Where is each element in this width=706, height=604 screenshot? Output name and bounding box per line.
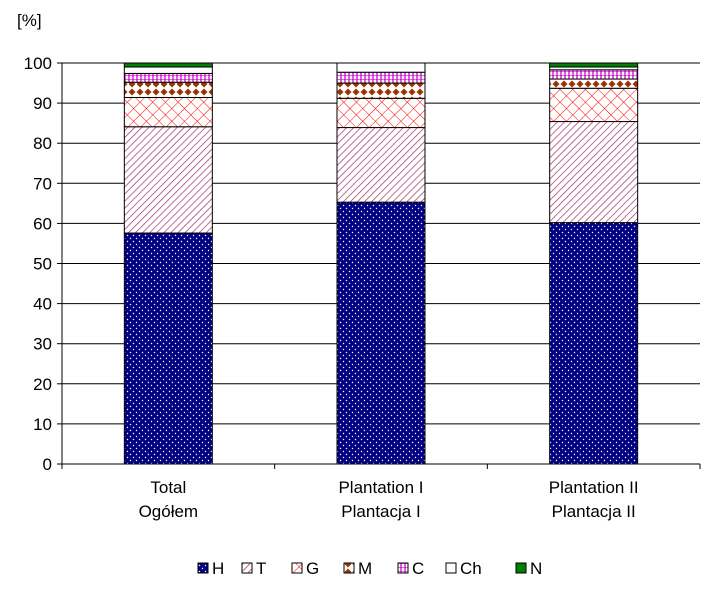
legend-swatch-c (397, 562, 409, 574)
y-tick-label: 90 (33, 94, 52, 113)
legend: H T G M C Ch N (197, 559, 542, 578)
legend-swatch-g (291, 562, 303, 574)
bar-segment-h-1 (123, 232, 213, 465)
bar-segment-c-2 (336, 71, 426, 84)
bar-segment-t-3 (549, 121, 639, 224)
bar-segment-m-2 (336, 82, 426, 99)
bar-segment-t-1 (123, 126, 213, 234)
y-tick-label: 30 (33, 335, 52, 354)
y-tick-label: 0 (43, 455, 52, 474)
legend-swatch-ch (445, 562, 457, 574)
bar-segment-c-1 (123, 72, 213, 83)
legend-label-n: N (530, 559, 542, 578)
bar-segment-g-2 (336, 97, 426, 129)
y-unit-label: [%] (17, 11, 42, 30)
legend-swatch-t (241, 562, 253, 574)
bars (123, 62, 639, 465)
bar-segment-ch-2 (336, 62, 426, 73)
bar-segment-m-1 (123, 81, 213, 98)
x-category-label: Ogółem (139, 502, 199, 521)
legend-swatch-h (197, 562, 209, 574)
legend-swatch-m (343, 562, 355, 574)
legend-swatch-n (515, 562, 527, 574)
legend-label-g: G (306, 559, 319, 578)
axes (57, 62, 701, 469)
y-tick-label: 60 (33, 214, 52, 233)
y-tick-label: 50 (33, 255, 52, 274)
y-tick-label: 20 (33, 375, 52, 394)
x-category-label: Plantation I (338, 478, 423, 497)
legend-label-m: M (358, 559, 372, 578)
y-tick-label: 10 (33, 415, 52, 434)
legend-label-ch: Ch (460, 559, 482, 578)
y-tick-label: 40 (33, 295, 52, 314)
y-tick-labels: 0 10 20 30 40 50 60 70 80 90 100 (24, 54, 52, 474)
y-tick-label: 100 (24, 54, 52, 73)
bar-segment-g-3 (549, 87, 639, 123)
bar-segment-n-1 (123, 62, 213, 68)
x-category-label: Plantacja I (341, 502, 420, 521)
bar-segment-h-3 (549, 222, 639, 465)
x-category-label: Plantacja II (552, 502, 636, 521)
bar-segment-m-3 (549, 78, 639, 89)
bar-segment-c-3 (549, 69, 639, 80)
x-category-label: Total (150, 478, 186, 497)
bar-segment-g-1 (123, 96, 213, 128)
y-tick-label: 70 (33, 174, 52, 193)
x-category-label: Plantation II (549, 478, 639, 497)
x-category-labels: Total Ogółem Plantation I Plantacja I Planta… (139, 478, 639, 521)
bar-segment-h-2 (336, 201, 426, 465)
y-tick-label: 80 (33, 134, 52, 153)
legend-label-c: C (412, 559, 424, 578)
legend-label-t: T (256, 559, 266, 578)
bar-segment-t-2 (336, 127, 426, 203)
legend-label-h: H (212, 559, 224, 578)
bar-segment-ch-1 (123, 66, 213, 74)
bar-segment-n-3 (549, 62, 639, 68)
